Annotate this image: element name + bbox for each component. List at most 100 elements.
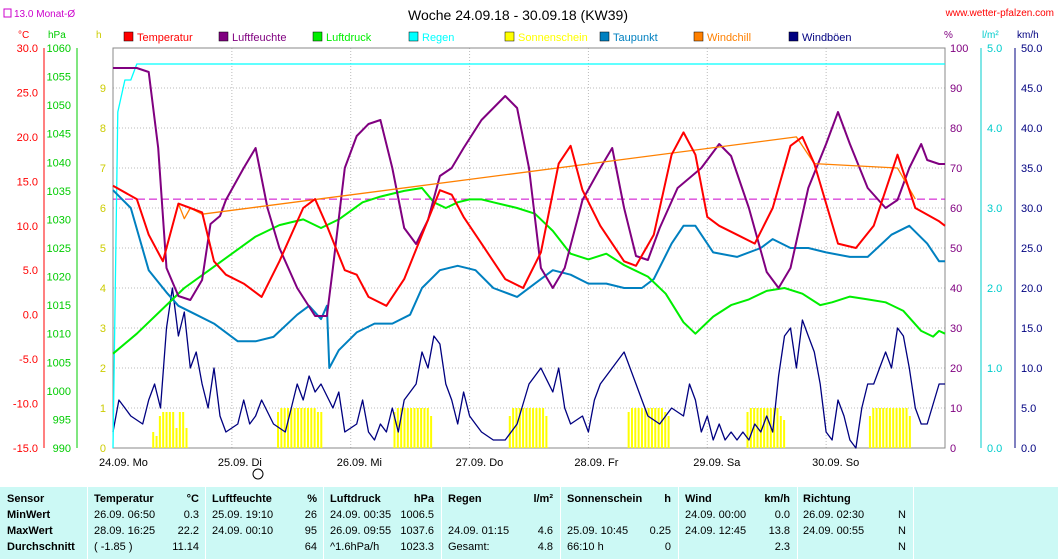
- sunshine-bar: [627, 412, 630, 448]
- stats-cell: 24.09. 00:35: [330, 509, 392, 521]
- sunshine-bar: [538, 408, 541, 448]
- sunshine-bar: [773, 408, 776, 448]
- table-divider: [323, 487, 324, 559]
- wind-tick-label: 15.0: [1021, 323, 1042, 335]
- temp-tick-label: -10.0: [13, 399, 38, 411]
- sunshine-bar: [753, 408, 756, 448]
- pressure-tick-label: 995: [53, 414, 71, 426]
- stats-cell: 24.09. 12:45: [685, 525, 747, 537]
- temp-tick-label: 0.0: [23, 310, 38, 322]
- temp-tick-label: 30.0: [17, 43, 38, 55]
- hours-tick-label: 7: [100, 163, 106, 175]
- series-line-windchill: [177, 136, 916, 220]
- sunshine-bar: [426, 408, 429, 448]
- sunshine-bar: [542, 408, 545, 448]
- temp-tick-label: -5.0: [19, 354, 38, 366]
- temp-tick-label: 25.0: [17, 87, 38, 99]
- stats-cell: Gesamt:: [448, 541, 490, 553]
- sunshine-bar: [290, 408, 293, 448]
- sunshine-bar: [882, 408, 885, 448]
- sunshine-bar: [630, 408, 633, 448]
- table-divider: [205, 487, 206, 559]
- sunshine-bar: [303, 408, 306, 448]
- month-avg-marker: [3, 8, 12, 18]
- rain-tick-label: 0.0: [987, 443, 1002, 455]
- x-tick-label: 30.09. So: [812, 457, 859, 469]
- stats-header: Luftfeuchte: [212, 493, 272, 505]
- legend-label: Windchill: [707, 32, 751, 44]
- x-tick-label: 27.09. Do: [456, 457, 504, 469]
- x-tick-label: 28.09. Fr: [574, 457, 618, 469]
- pressure-tick-label: 1035: [47, 186, 71, 198]
- pressure-tick-label: 1050: [47, 100, 71, 112]
- pressure-tick-label: 1005: [47, 357, 71, 369]
- series-line-luftdruck: [112, 187, 946, 355]
- stats-header: km/h: [764, 493, 790, 505]
- sunshine-bar: [878, 408, 881, 448]
- stats-header: °C: [186, 493, 199, 505]
- wind-tick-label: 30.0: [1021, 203, 1042, 215]
- stats-cell: 64: [304, 541, 317, 553]
- sunshine-bar: [420, 408, 423, 448]
- sunshine-bar: [667, 416, 670, 448]
- legend: Temperatur Luftfeuchte Luftdruck Regen Sonne…: [123, 31, 852, 44]
- table-divider: [87, 487, 88, 559]
- stats-cell: 0.3: [183, 509, 199, 521]
- stats-row-label: Durchschnitt: [7, 541, 75, 553]
- sunshine-bar: [885, 408, 888, 448]
- hours-tick-label: 0: [100, 443, 106, 455]
- stats-cell: 28.09. 16:25: [94, 525, 156, 537]
- sunshine-bar: [660, 408, 663, 448]
- sunshine-bar: [522, 408, 525, 448]
- temp-tick-label: -15.0: [13, 443, 38, 455]
- humidity-tick-label: 20: [950, 363, 962, 375]
- site-url[interactable]: www.wetter-pfalzen.com: [945, 8, 1054, 19]
- stats-cell: N: [898, 525, 906, 537]
- pressure-tick-label: 1015: [47, 300, 71, 312]
- axes: 30.025.020.015.010.05.00.0-5.0-10.0-15.0…: [13, 43, 1043, 455]
- sunshine-bar: [647, 408, 650, 448]
- stats-cell: 24.09. 00:10: [212, 525, 274, 537]
- sunshine-bar: [872, 408, 875, 448]
- legend-swatch: [123, 31, 134, 42]
- pressure-tick-label: 1045: [47, 129, 71, 141]
- rain-tick-label: 4.0: [987, 123, 1002, 135]
- stats-cell: 1006.5: [400, 509, 434, 521]
- legend-label: Taupunkt: [613, 32, 658, 44]
- humidity-tick-label: 100: [950, 43, 968, 55]
- sunshine-bar: [310, 408, 313, 448]
- stats-cell: 26: [304, 509, 317, 521]
- sunshine-bar: [313, 408, 316, 448]
- wind-tick-label: 5.0: [1021, 403, 1036, 415]
- sunshine-bar: [518, 408, 521, 448]
- legend-label: Luftfeuchte: [232, 32, 286, 44]
- pressure-tick-label: 1010: [47, 329, 71, 341]
- temp-tick-label: 20.0: [17, 132, 38, 144]
- sunshine-bar: [783, 420, 786, 448]
- table-divider: [441, 487, 442, 559]
- sunshine-bar: [410, 408, 413, 448]
- stats-cell: N: [898, 541, 906, 553]
- sunshine-bar: [158, 416, 161, 448]
- sunshine-bar: [287, 408, 290, 448]
- sunshine-bar: [908, 416, 911, 448]
- stats-header: Temperatur: [94, 493, 154, 505]
- sunshine-bar: [400, 408, 403, 448]
- legend-label: Luftdruck: [326, 32, 372, 44]
- sunshine-bar: [280, 408, 283, 448]
- sunshine-bar: [185, 428, 188, 448]
- wind-tick-label: 20.0: [1021, 283, 1042, 295]
- table-divider: [560, 487, 561, 559]
- sunshine-bar: [296, 408, 299, 448]
- unit-pressure: hPa: [48, 30, 66, 41]
- sunshine-bar: [162, 412, 165, 448]
- hours-tick-label: 6: [100, 203, 106, 215]
- x-axis-labels: 24.09. Mo 25.09. Di 26.09. Mi 27.09. Do 28.0…: [99, 457, 859, 469]
- stats-cell: 24.09. 01:15: [448, 525, 510, 537]
- stats-header: Sonnenschein: [567, 493, 643, 505]
- wind-tick-label: 45.0: [1021, 83, 1042, 95]
- legend-label: Sonnenschein: [518, 32, 588, 44]
- stats-header: h: [664, 493, 671, 505]
- sunshine-bar: [430, 416, 433, 448]
- sunshine-bar: [657, 408, 660, 448]
